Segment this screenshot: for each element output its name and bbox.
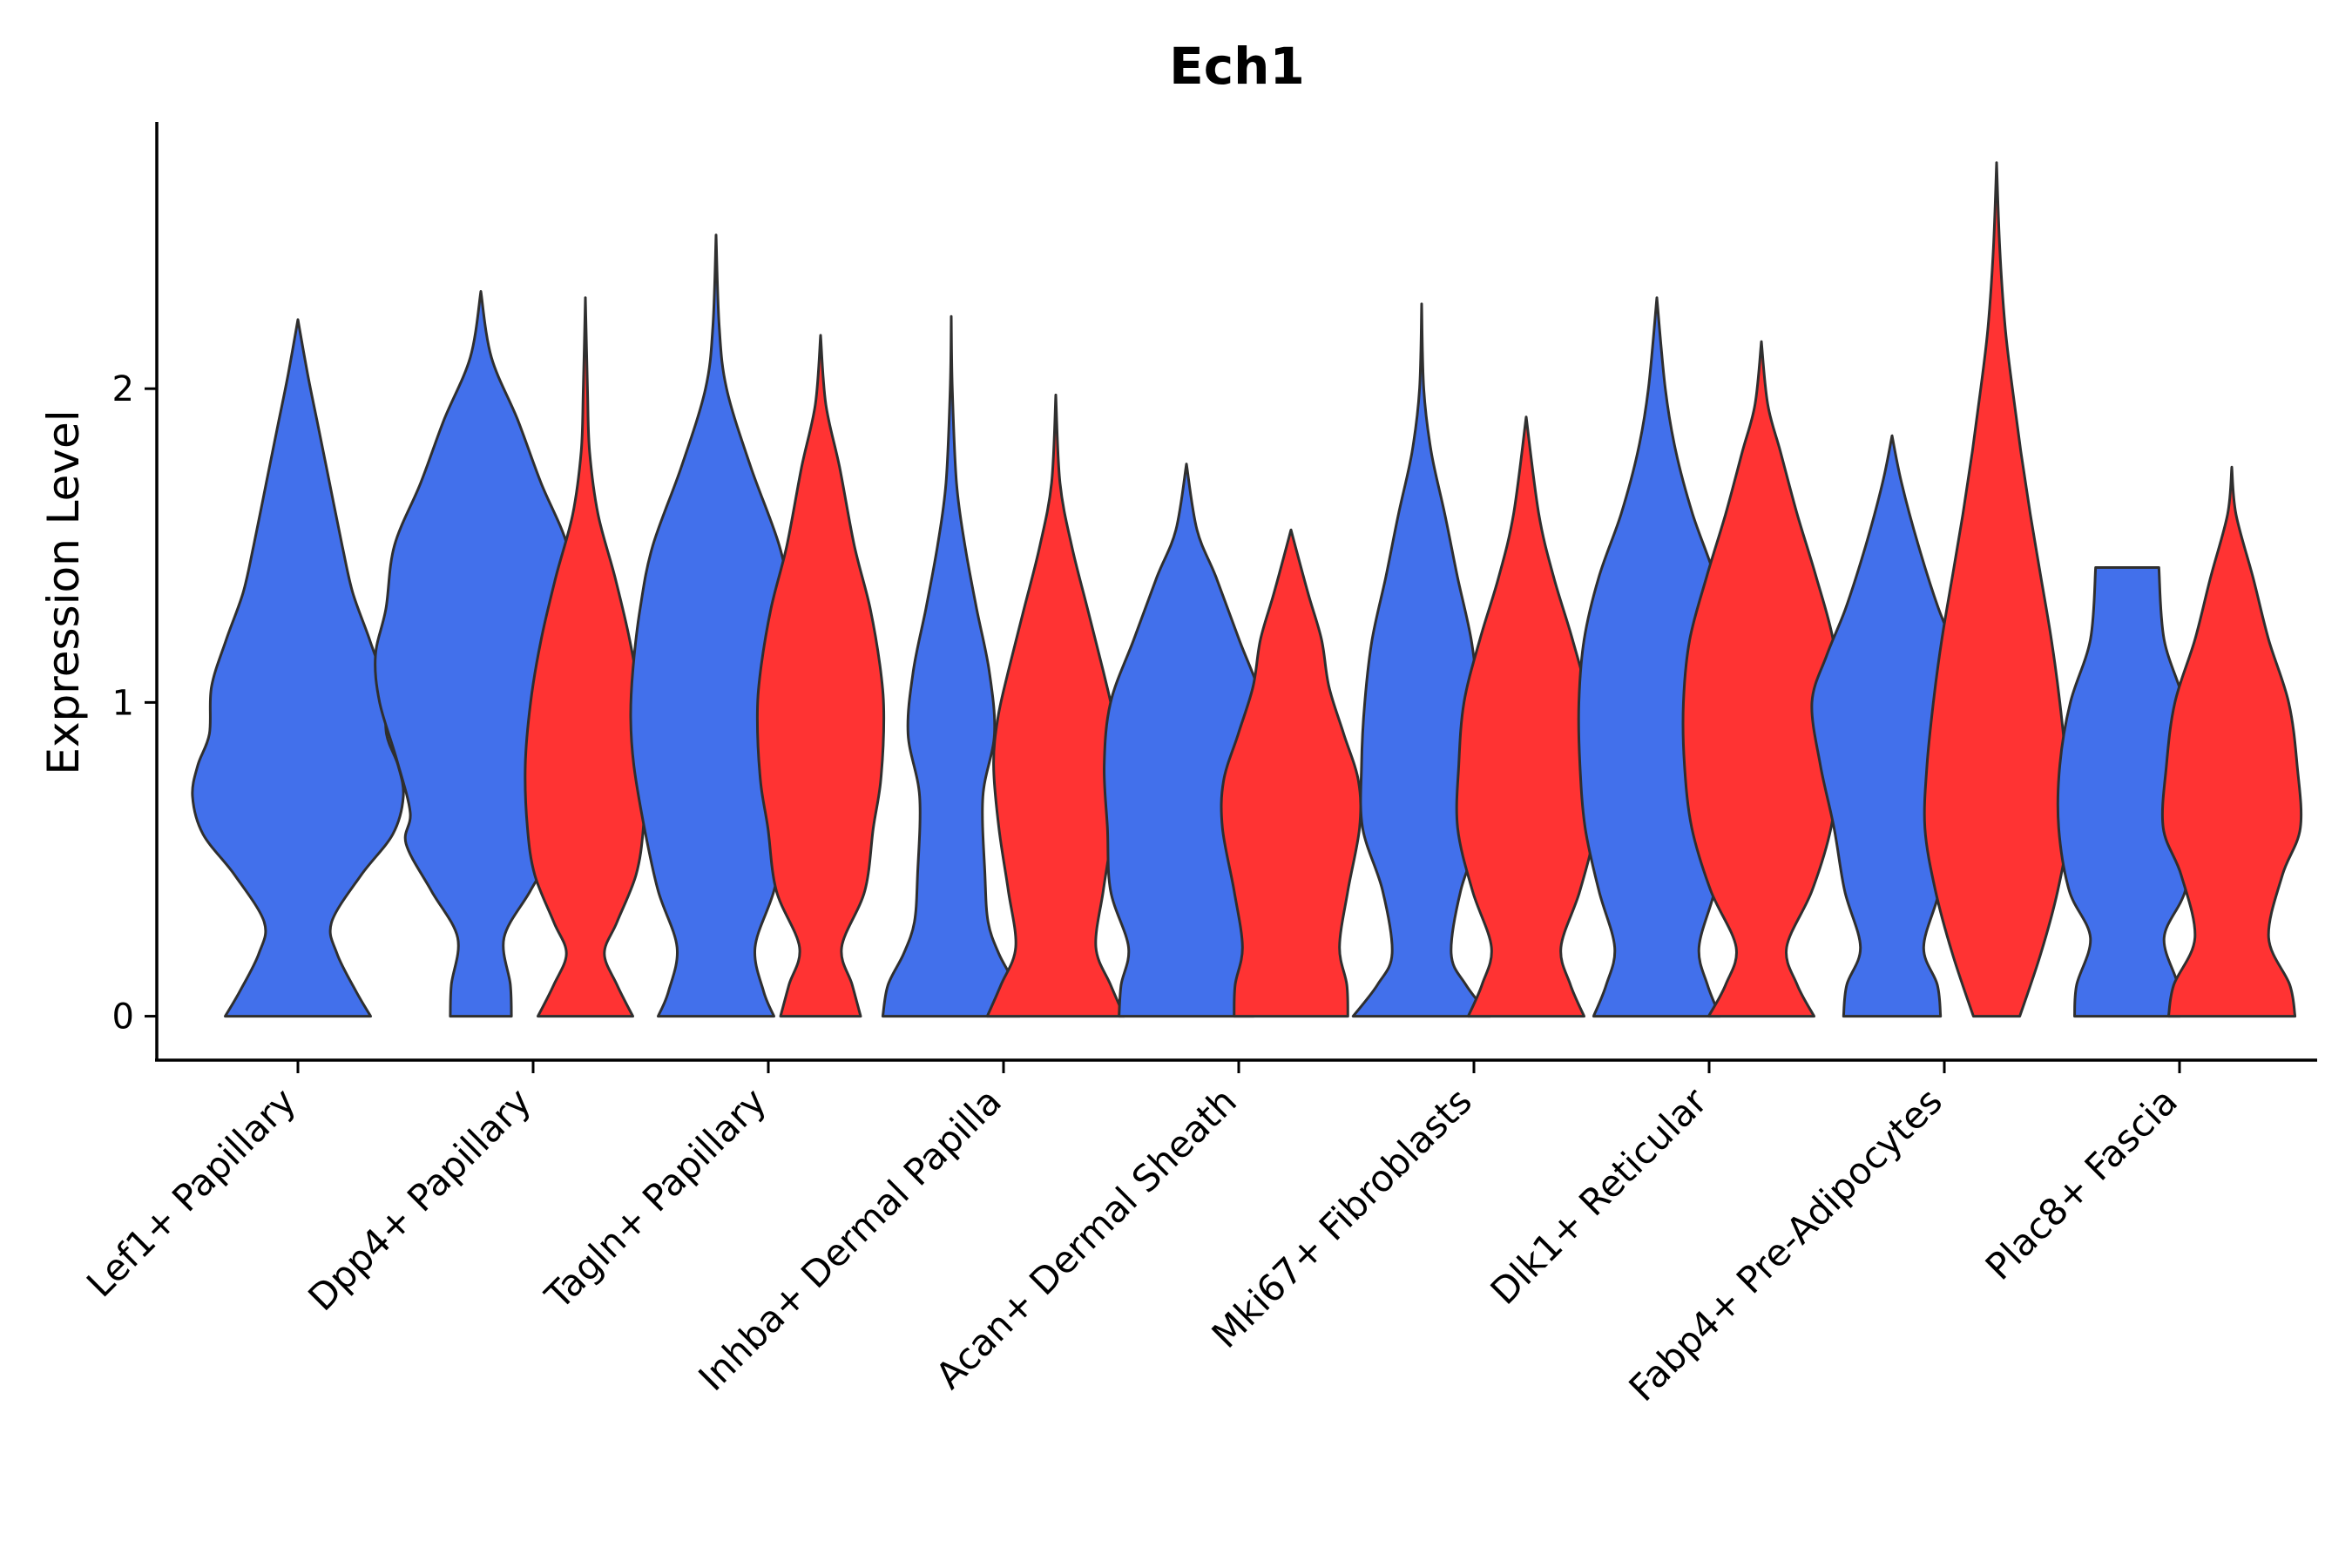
x-tick-label: Tagln+ Papillary <box>537 1079 774 1317</box>
violin-5-left <box>1351 302 1492 1018</box>
chart-title: Ech1 <box>1169 37 1305 96</box>
violin-2-right <box>755 334 886 1018</box>
violin-3-left <box>881 314 1022 1018</box>
x-tick-label: Dpp4+ Papillary <box>300 1079 539 1319</box>
x-tick-label: Dlk1+ Reticular <box>1483 1079 1716 1313</box>
violin-7-right <box>1923 161 2071 1018</box>
x-tick-label: Lef1+ Papillary <box>78 1079 304 1305</box>
violin-1-right <box>524 296 647 1018</box>
violin-8-right <box>2160 465 2303 1018</box>
y-tick-label: 2 <box>112 369 134 409</box>
x-tick-label: Mki67+ Fibroblasts <box>1204 1079 1480 1355</box>
x-tick-label: Plac8+ Fascia <box>1977 1079 2186 1288</box>
violin-6-right <box>1681 340 1842 1018</box>
violin-group <box>191 161 2303 1018</box>
violin-0-single <box>191 318 405 1018</box>
violin-5-right <box>1455 416 1598 1018</box>
y-tick-label: 0 <box>112 997 134 1037</box>
y-tick-label: 1 <box>112 683 134 723</box>
violin-4-right <box>1220 528 1362 1018</box>
y-axis-label: Expression Level <box>38 409 89 774</box>
violin-3-right <box>985 393 1126 1018</box>
